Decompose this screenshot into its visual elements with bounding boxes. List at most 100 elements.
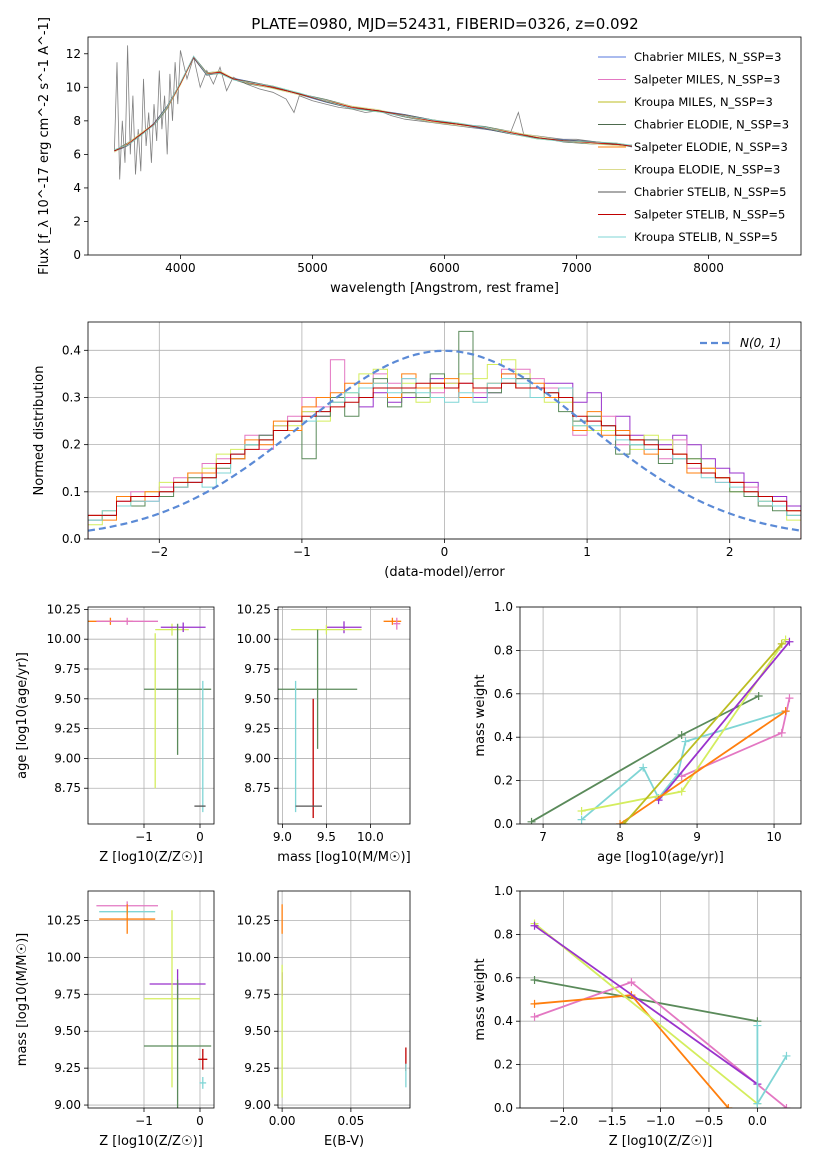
y-tick-label: 2 (73, 214, 81, 228)
y-tick-label: 9.75 (54, 987, 81, 1001)
weight-point-marker (782, 1051, 791, 1060)
y-tick-label: 10.00 (237, 950, 271, 964)
weight-point-marker (785, 694, 794, 703)
y-tick-label: 9.00 (54, 751, 81, 765)
x-tick-label: 6000 (429, 261, 460, 275)
legend-entry: Chabrier ELODIE, N_SSP=3 (634, 118, 789, 132)
legend-entry: Salpeter MILES, N_SSP=3 (634, 73, 780, 87)
x-axis-label: Z [log10(Z/Z☉)] (99, 850, 203, 865)
legend-entry: Kroupa MILES, N_SSP=3 (634, 95, 773, 109)
weight-point-marker (627, 978, 636, 987)
weight-vs-metallicity-panel: −2.0 −1.5 −1.0 −0.5 0.0 0.0 0.2 0.4 0.6 0.8 1.0 Z [… (473, 884, 802, 1149)
weight-series-line (619, 710, 787, 824)
weight-point-marker (530, 975, 539, 984)
x-tick-label: 0.00 (269, 1114, 296, 1128)
mass-vs-metallicity-panel: −1 0 9.00 9.25 9.50 9.75 10.00 10.25 Z [log10(Z/… (15, 890, 215, 1149)
axes-frame (87, 606, 215, 825)
error-bar-point (96, 617, 158, 625)
x-tick-label: 9.0 (273, 830, 292, 844)
x-tick-label: 9.5 (317, 830, 336, 844)
y-tick-label: 0.2 (62, 438, 81, 452)
weight-point-marker (530, 999, 539, 1008)
y-tick-label: 0.6 (494, 687, 513, 701)
y-tick-label: 10.25 (237, 914, 271, 928)
y-tick-label: 0.2 (494, 774, 513, 788)
y-tick-label: 9.00 (244, 1098, 271, 1112)
weight-point-marker (753, 1099, 762, 1108)
y-tick-label: 0.2 (494, 1058, 513, 1072)
y-tick-label: 0.8 (494, 927, 513, 941)
x-axis-label: E(B-V) (324, 1134, 364, 1149)
weight-point-marker (681, 737, 690, 746)
residuals-panel: −2 −1 0 1 2 0.0 0.1 0.2 0.3 0.4 (data-model)/error… (32, 321, 802, 580)
error-bar-point (198, 1048, 208, 1070)
x-tick-label: 4000 (165, 261, 196, 275)
x-tick-label: −2 (150, 545, 168, 559)
weight-series-line (581, 638, 787, 812)
weight-point-marker (577, 815, 586, 824)
axes-frame (87, 321, 802, 540)
x-tick-label: 2 (726, 545, 734, 559)
x-tick-label: 0.0 (748, 1114, 767, 1128)
model-spectrum-line (114, 56, 633, 152)
axes-frame (519, 890, 802, 1109)
weight-point-marker (527, 817, 536, 824)
weight-point-marker (785, 637, 794, 646)
grid-lines (88, 891, 214, 1108)
observed-spectrum-line (114, 45, 630, 180)
error-bar-point (383, 617, 402, 625)
y-tick-label: 10.00 (47, 950, 81, 964)
x-axis-label: wavelength [Angstrom, rest frame] (330, 281, 559, 296)
model-spectrum-line (114, 56, 633, 152)
y-tick-label: 0.6 (494, 971, 513, 985)
plot-area (527, 635, 794, 824)
weight-point-marker (619, 820, 628, 824)
x-tick-label: 1 (583, 545, 591, 559)
error-bar-point (199, 1077, 207, 1089)
weight-point-marker (530, 1012, 539, 1021)
y-tick-label: 1.0 (494, 600, 513, 614)
error-bar-point (393, 617, 401, 630)
x-axis-label: (data-model)/error (384, 565, 505, 580)
histogram-series (88, 382, 801, 539)
normal-reference-curve (88, 349, 801, 532)
error-bar-point (99, 904, 156, 934)
spectrum-title: PLATE=0980, MJD=52431, FIBERID=0326, z=0… (251, 15, 638, 33)
axes-frame (519, 606, 802, 825)
weight-point-marker (724, 1104, 733, 1108)
weight-series-line (533, 922, 758, 1105)
y-tick-label: 9.50 (244, 692, 271, 706)
y-tick-label: 10.00 (237, 632, 271, 646)
x-tick-label: 7 (539, 830, 547, 844)
x-tick-label: −0.5 (694, 1114, 723, 1128)
x-tick-label: −2.0 (549, 1114, 578, 1128)
weight-series-line (581, 710, 786, 821)
age-vs-metallicity-panel: −1 0 8.75 9.00 9.25 9.50 9.75 10.00 10.25 Z [log1… (15, 602, 215, 865)
y-tick-label: 0.0 (62, 532, 81, 546)
y-tick-label: 10 (66, 80, 81, 94)
plot-area (530, 919, 791, 1108)
legend-entry: Salpeter STELIB, N_SSP=5 (634, 208, 785, 222)
model-spectrum-line (114, 55, 633, 151)
axes-frame (87, 36, 802, 256)
y-axis-label: mass weight (473, 958, 488, 1040)
legend-entry: Kroupa STELIB, N_SSP=5 (634, 230, 778, 244)
x-tick-label: −1.5 (597, 1114, 626, 1128)
y-tick-label: 9.00 (54, 1098, 81, 1112)
weight-series-line (623, 643, 783, 824)
weight-point-marker (781, 707, 790, 716)
model-spectrum-line (114, 56, 633, 152)
weight-series-line (534, 979, 758, 1023)
y-tick-label: 9.75 (244, 987, 271, 1001)
y-tick-label: 10.25 (237, 602, 271, 616)
weight-point-marker (782, 1104, 791, 1108)
legend-entry: N(0, 1) (740, 336, 781, 350)
model-spectrum-line (114, 55, 633, 152)
grid-lines (278, 891, 410, 1108)
grid-lines (520, 890, 801, 1109)
legend-entry: Kroupa ELODIE, N_SSP=3 (634, 163, 780, 177)
axes-frame (277, 890, 411, 1109)
grid-lines (88, 607, 214, 824)
y-tick-label: 9.25 (54, 1061, 81, 1075)
